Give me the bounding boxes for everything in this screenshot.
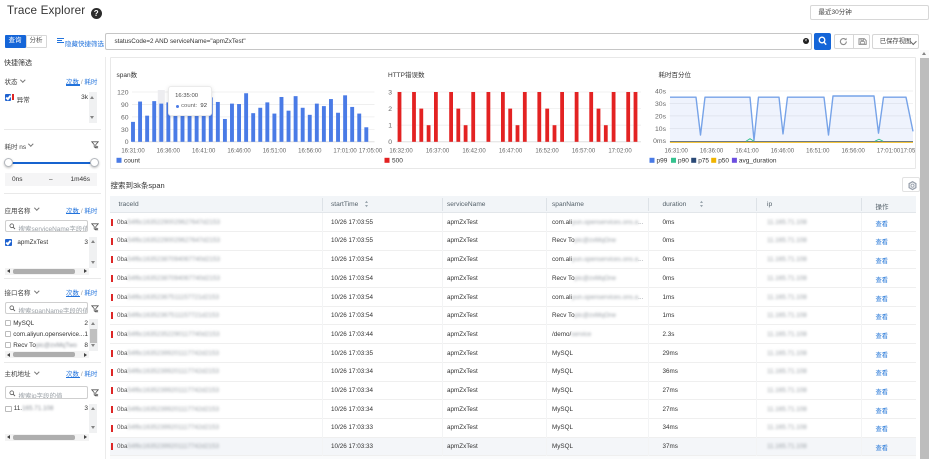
svg-text:17:05:00: 17:05:00	[900, 149, 915, 155]
svg-text:0: 0	[125, 139, 129, 146]
svg-text:avg_duration: avg_duration	[739, 158, 777, 165]
svg-text:10s: 10s	[655, 126, 667, 133]
svg-text:16:41:00: 16:41:00	[735, 149, 759, 155]
svg-text:p50: p50	[718, 158, 729, 165]
svg-text:17:01:00: 17:01:00	[333, 149, 357, 155]
svg-text:20s: 20s	[655, 113, 667, 120]
svg-text:span数: span数	[117, 70, 138, 79]
svg-text:0ms: 0ms	[653, 138, 666, 145]
svg-text:3: 3	[388, 89, 392, 96]
svg-text:16:52:00: 16:52:00	[535, 149, 559, 155]
svg-text:16:47:00: 16:47:00	[499, 149, 523, 155]
svg-text:16:56:00: 16:56:00	[842, 149, 866, 155]
svg-text:HTTP错误数: HTTP错误数	[388, 70, 425, 79]
svg-text:p75: p75	[698, 158, 709, 165]
svg-text:16:31:00: 16:31:00	[121, 149, 145, 155]
svg-text:耗时百分位: 耗时百分位	[659, 70, 692, 79]
svg-text:16:51:00: 16:51:00	[806, 149, 830, 155]
svg-text:16:56:00: 16:56:00	[298, 149, 322, 155]
svg-text:count: count	[124, 158, 140, 165]
svg-text:1: 1	[388, 123, 392, 130]
svg-text:16:57:00: 16:57:00	[572, 149, 596, 155]
svg-text:0: 0	[388, 139, 392, 146]
svg-text:16:32:00: 16:32:00	[389, 149, 413, 155]
svg-text:17:01:00: 17:01:00	[877, 149, 901, 155]
svg-text:120: 120	[117, 89, 129, 96]
svg-text:16:51:00: 16:51:00	[263, 149, 287, 155]
svg-text:30s: 30s	[655, 101, 667, 108]
svg-text:16:36:00: 16:36:00	[157, 149, 181, 155]
svg-text:p90: p90	[678, 158, 689, 165]
svg-text:16:46:00: 16:46:00	[227, 149, 251, 155]
svg-text:17:05:00: 17:05:00	[359, 149, 383, 155]
svg-text:16:31:00: 16:31:00	[665, 149, 689, 155]
svg-text:500: 500	[392, 158, 403, 165]
svg-text:60: 60	[121, 114, 129, 121]
svg-text:17:02:00: 17:02:00	[608, 149, 632, 155]
svg-text:2: 2	[388, 106, 392, 113]
svg-text:16:36:00: 16:36:00	[700, 149, 724, 155]
svg-text:16:42:00: 16:42:00	[462, 149, 486, 155]
svg-text:p99: p99	[657, 158, 668, 165]
svg-text:16:41:00: 16:41:00	[192, 149, 216, 155]
svg-text:16:37:00: 16:37:00	[426, 149, 450, 155]
svg-text:40s: 40s	[655, 88, 667, 95]
svg-text:30: 30	[121, 127, 129, 134]
svg-text:16:46:00: 16:46:00	[771, 149, 795, 155]
svg-text:90: 90	[121, 102, 129, 109]
